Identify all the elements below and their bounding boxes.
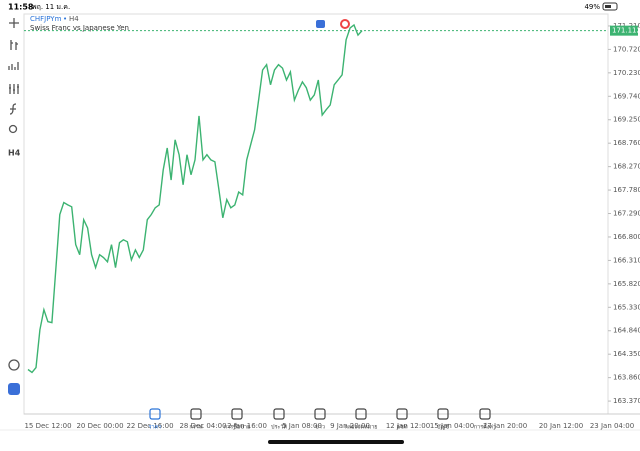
- battery-level: [605, 5, 611, 8]
- x-tick-label: 28 Dec 04:00: [179, 422, 226, 430]
- y-tick-label: 168.270: [613, 163, 640, 171]
- symbol: CHFJPYm: [30, 15, 62, 23]
- tab-icon[interactable]: [314, 408, 326, 420]
- tab-icon[interactable]: [355, 408, 367, 420]
- x-tick-label: 5 Jan 08:00: [282, 422, 322, 430]
- tab-label[interactable]: กล่องจดหมาย: [344, 425, 377, 431]
- x-tick-label: 23 Jan 04:00: [590, 422, 634, 430]
- y-tick-label: 167.780: [613, 186, 640, 194]
- tab-icon[interactable]: [190, 408, 202, 420]
- y-tick-label: 164.350: [613, 350, 640, 358]
- x-tick-label: 2 Jan 16:00: [227, 422, 267, 430]
- tab-label[interactable]: ประวัติ: [271, 424, 287, 431]
- function-tool[interactable]: [9, 103, 17, 115]
- y-tick-label: 170.720: [613, 45, 640, 53]
- y-tick-label: 169.740: [613, 92, 640, 100]
- tab-icon[interactable]: [437, 408, 449, 420]
- left-toolbar: [8, 18, 20, 371]
- price-line: [27, 23, 363, 374]
- objects-tool[interactable]: [8, 124, 18, 134]
- y-tick-label: 166.310: [613, 256, 640, 264]
- tab-label[interactable]: ราคา: [149, 425, 162, 431]
- x-tick-label: 17 Jan 20:00: [483, 422, 527, 430]
- tab-label[interactable]: แชท: [397, 424, 408, 431]
- clock-icon[interactable]: [340, 19, 350, 29]
- x-tick-label: 12 Jan 12:00: [386, 422, 430, 430]
- y-tick-label: 165.820: [613, 280, 640, 288]
- y-tick-label: 168.760: [613, 139, 640, 147]
- tab-label[interactable]: กราฟ: [189, 424, 202, 431]
- settings-tool[interactable]: [9, 84, 19, 94]
- timeframe: H4: [69, 15, 79, 23]
- tab-label[interactable]: การตั้งค่า: [474, 423, 496, 431]
- battery-text: 49%: [584, 3, 600, 11]
- y-tick-label: 170.230: [613, 69, 640, 77]
- bullet: •: [63, 15, 67, 23]
- time: 11:58: [8, 3, 34, 12]
- x-tick-label: 15 Jan 04:00: [430, 422, 474, 430]
- y-tick-label: 164.840: [613, 327, 640, 335]
- candles-tool[interactable]: [10, 40, 18, 50]
- x-tick-label: 22 Dec 16:00: [126, 422, 173, 430]
- flag-icon[interactable]: [316, 20, 325, 28]
- zoom-tool[interactable]: [8, 359, 20, 371]
- y-tick-label: 167.290: [613, 210, 640, 218]
- plot-frame: [23, 13, 609, 415]
- description: Swiss Franc vs Japanese Yen: [30, 24, 129, 32]
- tab-icon[interactable]: [396, 408, 408, 420]
- last-price-label: 171.112: [612, 27, 640, 35]
- tab-icon[interactable]: [231, 408, 243, 420]
- y-tick-label: 163.370: [613, 397, 640, 405]
- x-tick-label: 9 Jan 20:00: [330, 422, 370, 430]
- date: พฤ. 11 ม.ค.: [32, 3, 70, 11]
- y-tick-label: 166.800: [613, 233, 640, 241]
- x-tick-label: 20 Jan 12:00: [539, 422, 583, 430]
- tab-icon[interactable]: [479, 408, 491, 420]
- toolbar-timeframe[interactable]: H4: [8, 149, 21, 158]
- tab-icon[interactable]: [149, 408, 161, 420]
- y-tick-label: 169.250: [613, 116, 640, 124]
- x-tick-label: 15 Dec 12:00: [24, 422, 71, 430]
- tab-label[interactable]: ข่าว: [315, 425, 325, 431]
- last-price-tag: [610, 25, 638, 36]
- tab-label[interactable]: บัญชี: [437, 424, 449, 431]
- home-indicator: [268, 440, 404, 444]
- tab-icon[interactable]: [273, 408, 285, 420]
- tab-label[interactable]: การซื้อขาย: [224, 423, 250, 431]
- indicators-tool[interactable]: [8, 62, 19, 70]
- x-tick-label: 20 Dec 00:00: [76, 422, 123, 430]
- battery-icon: [602, 2, 618, 11]
- y-tick-label: 163.860: [613, 374, 640, 382]
- app-logo[interactable]: [8, 383, 20, 395]
- y-tick-label: 165.330: [613, 303, 640, 311]
- crosshair-tool[interactable]: [9, 18, 19, 28]
